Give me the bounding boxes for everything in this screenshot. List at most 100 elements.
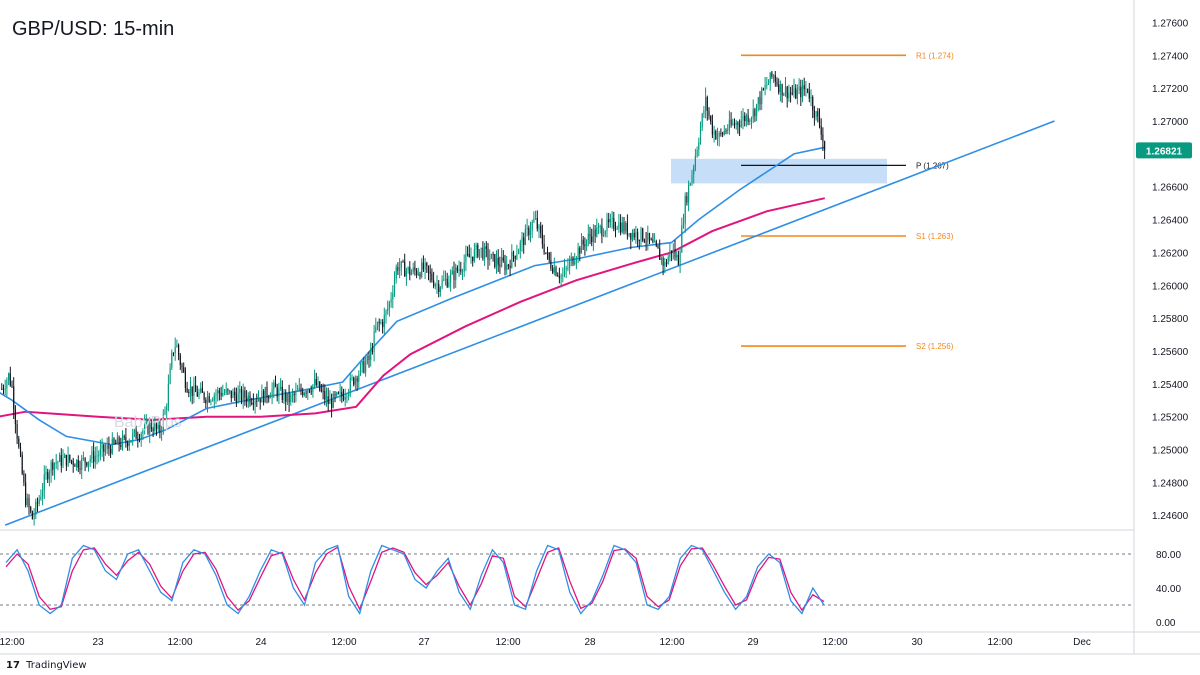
candle-body — [625, 222, 627, 232]
candle-body — [64, 454, 66, 458]
candle-body — [98, 455, 100, 457]
candle-body — [329, 399, 331, 404]
candle-body — [69, 454, 71, 461]
candle-body — [562, 274, 564, 276]
candle-body — [722, 133, 724, 135]
candle-body — [650, 239, 652, 241]
candle-body — [291, 394, 294, 396]
candle-body — [764, 85, 766, 90]
candle-body — [699, 127, 702, 143]
candle-body — [667, 257, 669, 264]
trendline-layer — [4, 120, 1055, 526]
candle-body — [450, 274, 452, 283]
candle-body — [171, 352, 173, 368]
candle-body — [543, 243, 545, 253]
candle-body — [444, 278, 447, 280]
candle-body — [557, 275, 559, 277]
candle-body — [144, 423, 146, 431]
x-tick-label: 12:00 — [495, 637, 520, 648]
x-tick-label: 28 — [584, 637, 596, 648]
candle-body — [222, 393, 224, 396]
candle-body — [586, 240, 588, 247]
candle-body — [677, 255, 679, 266]
candle-body — [512, 252, 515, 256]
candle-body — [314, 379, 316, 385]
candle-body — [470, 256, 472, 258]
candle-body — [686, 196, 688, 203]
candle-body — [274, 382, 277, 388]
candle-body — [778, 84, 780, 93]
candle-body — [606, 219, 608, 232]
candle-body — [195, 385, 197, 392]
candle-body — [81, 458, 83, 470]
candle-body — [424, 262, 426, 270]
candle-body — [334, 393, 336, 396]
candle-body — [2, 388, 5, 390]
candle-body — [251, 403, 253, 404]
candle-body — [528, 227, 530, 236]
candle-body — [33, 514, 35, 520]
candle-body — [342, 396, 345, 400]
candle-body — [565, 267, 567, 269]
candle-body — [246, 397, 248, 402]
candle-body — [147, 421, 149, 434]
candle-body — [349, 378, 351, 392]
candle-body — [385, 310, 387, 316]
candle-body — [567, 267, 569, 269]
candle-body — [378, 321, 380, 324]
candle-body — [728, 119, 730, 130]
candle-body — [359, 364, 362, 375]
candle-body — [310, 391, 312, 393]
candle-body — [485, 246, 487, 249]
candle-body — [577, 247, 579, 258]
candle-body — [285, 392, 287, 402]
candle-body — [438, 284, 440, 292]
candle-body — [630, 233, 632, 240]
candle-body — [30, 507, 32, 512]
candle-body — [461, 271, 464, 273]
candle-body — [354, 378, 356, 385]
candle-body — [674, 249, 676, 258]
candle-body — [263, 390, 265, 403]
candle-body — [723, 130, 725, 135]
candle-body — [400, 261, 402, 268]
candle-body — [402, 261, 404, 263]
candle-body — [21, 454, 23, 474]
candle-body — [591, 236, 593, 243]
candle-body — [553, 267, 555, 273]
candle-body — [540, 225, 542, 233]
candle-body — [533, 218, 535, 222]
candle-body — [317, 381, 319, 386]
tradingview-label: TradingView — [26, 660, 87, 671]
candle-body — [249, 395, 251, 403]
x-tick-label: 12:00 — [167, 637, 192, 648]
candle-body — [390, 299, 392, 303]
candle-body — [6, 380, 8, 389]
candle-body — [96, 455, 98, 457]
candle-body — [716, 136, 719, 139]
candle-body — [752, 109, 754, 118]
candle-body — [433, 280, 435, 287]
tradingview-mark-icon: 17 — [6, 660, 20, 671]
candle-body — [579, 247, 581, 254]
candle-body — [302, 391, 304, 396]
candle-body — [181, 364, 183, 368]
candle-body — [410, 272, 413, 275]
candle-body — [409, 267, 411, 275]
candle-body — [693, 167, 695, 175]
candle-body — [225, 389, 227, 394]
candle-body — [217, 390, 219, 395]
candle-body — [635, 231, 637, 238]
candle-body — [65, 454, 67, 466]
candle-body — [110, 448, 112, 454]
candle-body — [684, 196, 686, 224]
candle-body — [701, 114, 703, 128]
candle-body — [698, 142, 700, 150]
candle-body — [487, 248, 489, 260]
candle-body — [183, 367, 185, 373]
stoch-tick-label: 0.00 — [1156, 618, 1176, 629]
candle-body — [548, 252, 550, 261]
candle-body — [115, 442, 117, 445]
candle-body — [276, 387, 278, 397]
candle-body — [798, 86, 800, 91]
